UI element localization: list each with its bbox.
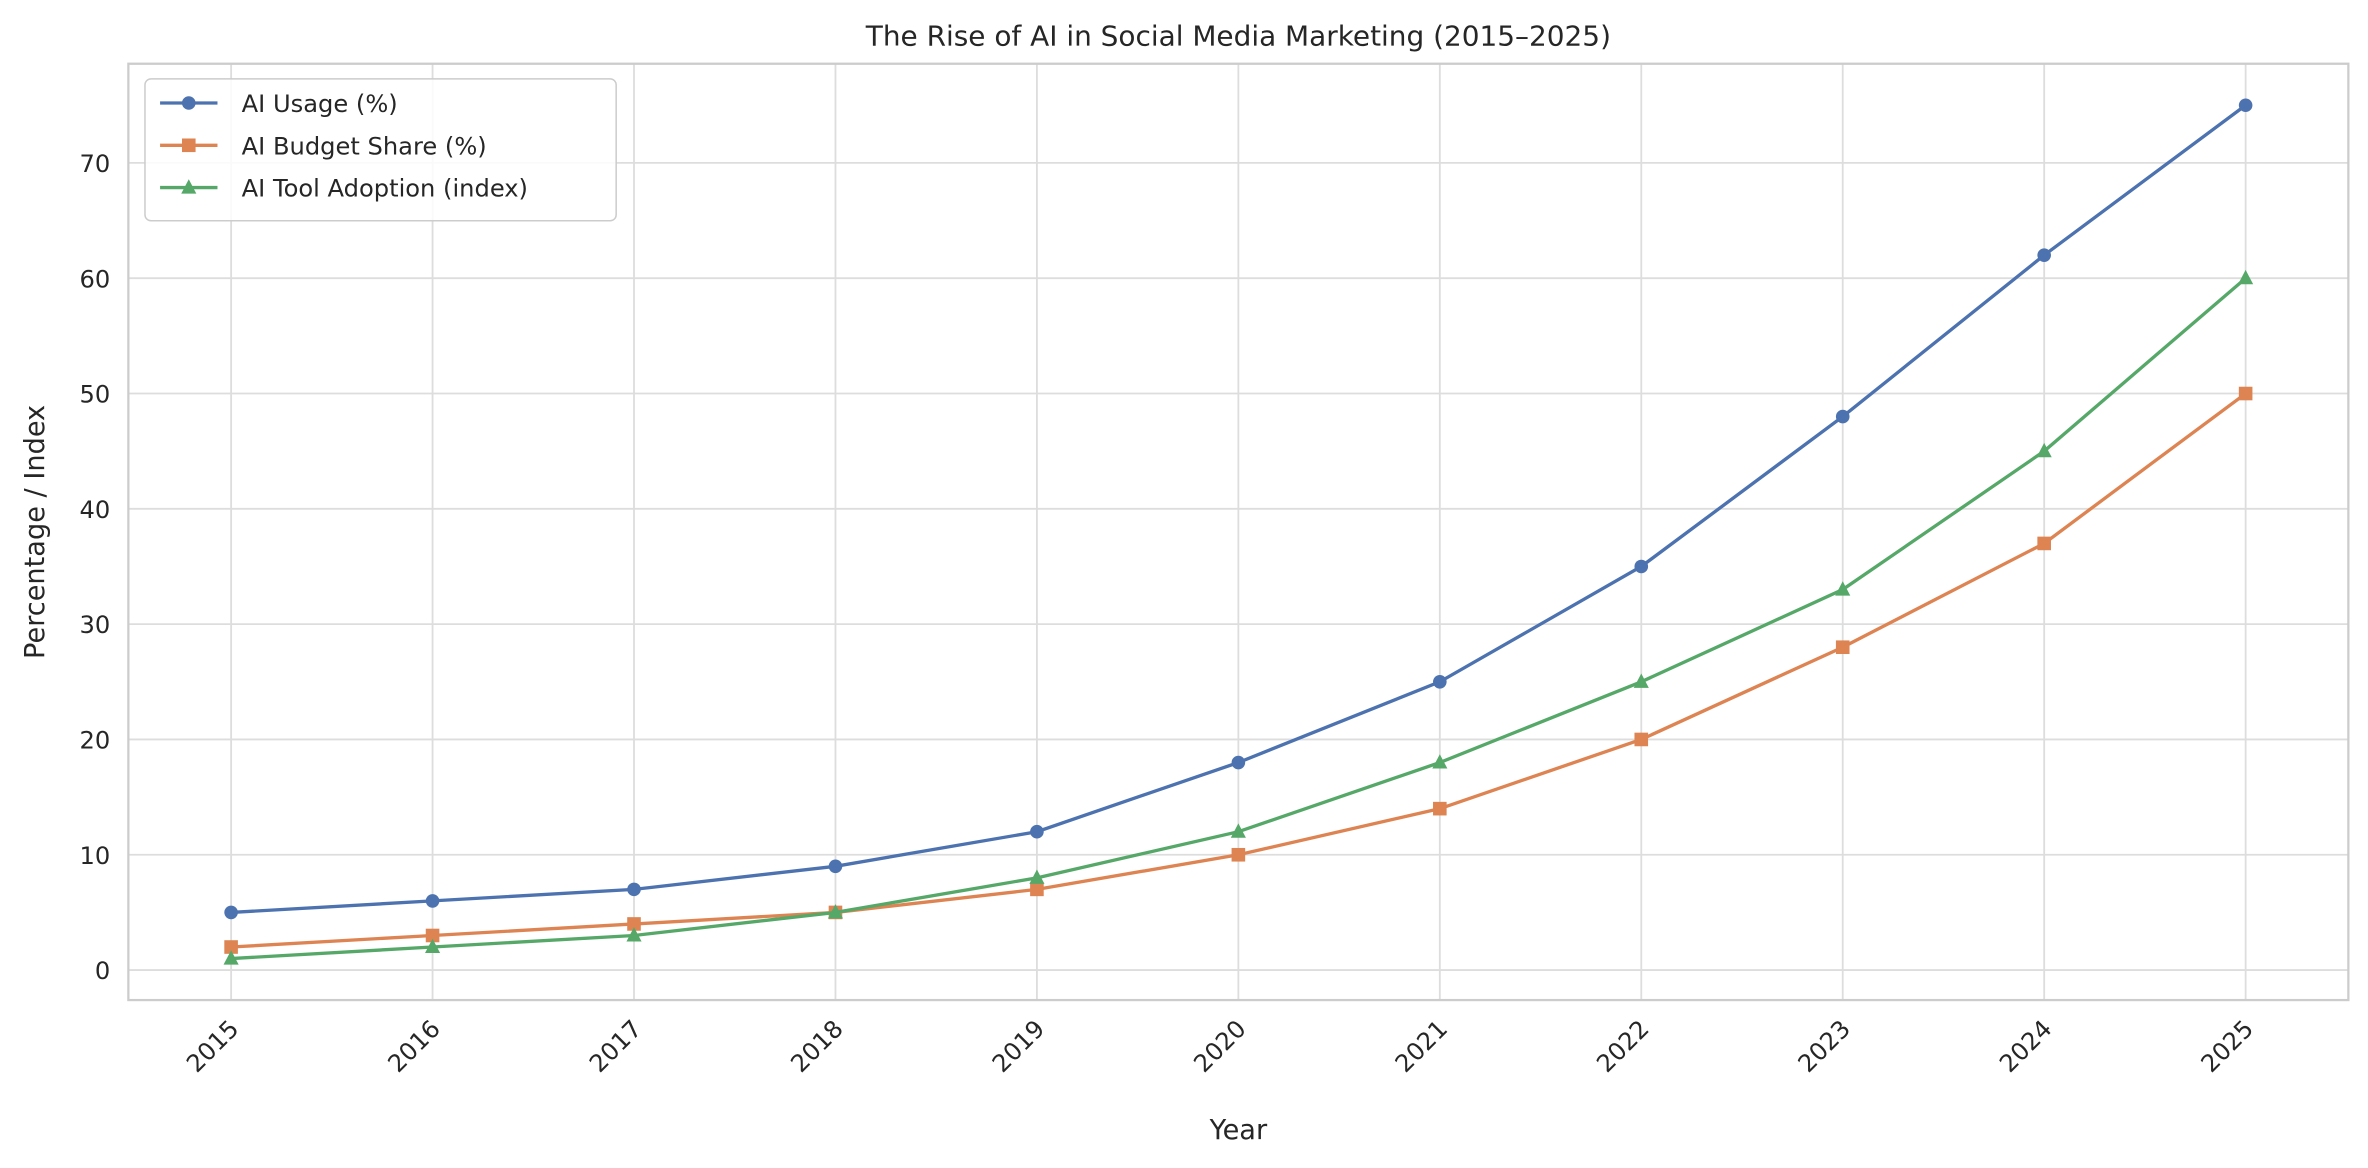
y-tick-label: 20 xyxy=(79,727,110,755)
y-tick-label: 0 xyxy=(95,957,110,985)
x-tick-label: 2022 xyxy=(1591,1015,1654,1078)
ticks: 2015 2016 2017 2018 2019 2020 2021 2022 2023 2024… xyxy=(79,150,2258,1078)
data-point xyxy=(1835,640,1850,655)
data-point xyxy=(223,950,239,965)
y-tick-label: 40 xyxy=(79,496,110,524)
series-1 xyxy=(224,386,2253,954)
series-2 xyxy=(223,269,2254,965)
legend-marker xyxy=(181,179,197,194)
data-point xyxy=(224,940,238,954)
data-point xyxy=(425,894,440,908)
y-tick-label: 10 xyxy=(79,842,110,870)
data-point xyxy=(2037,536,2051,551)
data-point xyxy=(827,904,844,919)
legend-marker xyxy=(181,138,196,153)
x-axis-label: Year xyxy=(1209,1115,1268,1146)
plot-frame xyxy=(127,62,2350,1002)
y-tick-label: 50 xyxy=(79,381,110,409)
legend-label: AI Budget Share (%) xyxy=(242,132,487,160)
x-tick-label: 2024 xyxy=(1994,1015,2057,1078)
data-point xyxy=(224,905,238,920)
data-point xyxy=(1030,824,1044,839)
data-point xyxy=(2037,248,2051,262)
data-point xyxy=(425,928,440,943)
data-point xyxy=(2238,386,2253,401)
data-point xyxy=(1432,754,1448,769)
legend-entry: AI Tool Adoption (index) xyxy=(160,175,528,203)
x-tick-label: 2017 xyxy=(584,1015,647,1078)
data-point xyxy=(1231,847,1246,862)
data-point xyxy=(2238,98,2253,113)
data-point xyxy=(1634,732,1649,747)
legend-label: AI Usage (%) xyxy=(242,90,398,118)
series-lines xyxy=(223,98,2254,965)
y-tick-label: 60 xyxy=(79,265,110,293)
y-axis-label: Percentage / Index xyxy=(20,405,51,659)
legend-entry: AI Usage (%) xyxy=(160,90,398,118)
x-tick-label: 2016 xyxy=(383,1015,446,1078)
chart-title: The Rise of AI in Social Media Marketing… xyxy=(865,20,1611,53)
y-tick-label: 30 xyxy=(79,611,110,639)
data-point xyxy=(828,859,843,874)
data-point xyxy=(1835,581,1851,596)
x-tick-label: 2025 xyxy=(2196,1015,2259,1078)
x-tick-label: 2021 xyxy=(1390,1015,1453,1078)
legend-marker xyxy=(181,96,196,110)
data-point xyxy=(1433,801,1447,816)
data-point xyxy=(1433,675,1447,689)
data-point xyxy=(627,917,641,931)
x-tick-label: 2015 xyxy=(181,1015,244,1078)
data-point xyxy=(1030,882,1044,897)
x-tick-label: 2023 xyxy=(1793,1015,1856,1078)
data-point xyxy=(1634,559,1649,574)
data-point xyxy=(2238,269,2254,285)
data-point xyxy=(1633,673,1649,688)
data-point xyxy=(2036,442,2052,458)
legend: AI Usage (%) AI Budget Share (%) AI Tool A… xyxy=(144,78,617,222)
legend-box xyxy=(144,78,617,222)
y-tick-label: 70 xyxy=(79,150,110,178)
x-tick-label: 2019 xyxy=(987,1015,1050,1078)
data-point xyxy=(1835,409,1850,424)
data-point xyxy=(1029,869,1045,884)
data-point xyxy=(1231,755,1246,770)
series-0 xyxy=(224,98,2253,920)
data-point xyxy=(1230,823,1246,838)
data-point xyxy=(626,927,642,942)
legend-label: AI Tool Adoption (index) xyxy=(242,175,528,203)
data-point xyxy=(627,882,641,897)
legend-entry: AI Budget Share (%) xyxy=(160,132,487,160)
x-tick-label: 2018 xyxy=(785,1015,848,1078)
x-tick-label: 2020 xyxy=(1188,1015,1251,1078)
data-point xyxy=(425,938,441,954)
